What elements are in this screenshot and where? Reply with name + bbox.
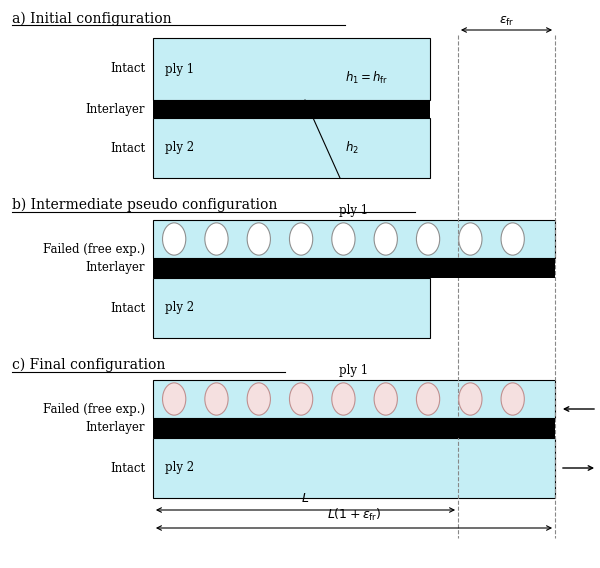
Text: Interlayer: Interlayer xyxy=(86,261,145,274)
Text: $L(1 + \varepsilon_{\rm fr})$: $L(1 + \varepsilon_{\rm fr})$ xyxy=(326,507,382,523)
Text: $h_1 = h_{\rm fr}$: $h_1 = h_{\rm fr}$ xyxy=(345,70,388,86)
Text: Interlayer: Interlayer xyxy=(86,102,145,115)
Text: Failed (free exp.): Failed (free exp.) xyxy=(43,243,145,256)
Ellipse shape xyxy=(247,223,271,255)
Bar xyxy=(153,118,430,178)
Text: Intact: Intact xyxy=(110,62,145,76)
Ellipse shape xyxy=(459,223,482,255)
Ellipse shape xyxy=(163,383,186,415)
Ellipse shape xyxy=(332,223,355,255)
Bar xyxy=(153,438,555,498)
Text: $L$: $L$ xyxy=(301,492,310,505)
Ellipse shape xyxy=(459,383,482,415)
Text: ply 1: ply 1 xyxy=(340,364,368,377)
Text: ply 1: ply 1 xyxy=(165,62,194,76)
Ellipse shape xyxy=(247,383,271,415)
Bar xyxy=(153,278,430,338)
Bar xyxy=(153,38,430,100)
Ellipse shape xyxy=(416,223,440,255)
Ellipse shape xyxy=(289,383,313,415)
Bar xyxy=(153,418,555,438)
Ellipse shape xyxy=(332,383,355,415)
Bar xyxy=(153,100,430,118)
Ellipse shape xyxy=(289,223,313,255)
Bar xyxy=(153,220,555,258)
Text: Failed (free exp.): Failed (free exp.) xyxy=(43,403,145,416)
Ellipse shape xyxy=(374,223,397,255)
Text: $h_2$: $h_2$ xyxy=(345,140,359,156)
Ellipse shape xyxy=(205,223,228,255)
Text: Interlayer: Interlayer xyxy=(86,421,145,435)
Ellipse shape xyxy=(501,383,524,415)
Text: Intact: Intact xyxy=(110,141,145,154)
Text: Intact: Intact xyxy=(110,461,145,474)
Text: b) Intermediate pseudo configuration: b) Intermediate pseudo configuration xyxy=(12,198,277,212)
Ellipse shape xyxy=(205,383,228,415)
Ellipse shape xyxy=(374,383,397,415)
Text: Intact: Intact xyxy=(110,302,145,315)
Text: a) Initial configuration: a) Initial configuration xyxy=(12,12,172,26)
Text: ply 1: ply 1 xyxy=(340,204,368,217)
Text: ply 2: ply 2 xyxy=(165,461,194,474)
Ellipse shape xyxy=(416,383,440,415)
Text: c) Final configuration: c) Final configuration xyxy=(12,358,166,373)
Ellipse shape xyxy=(501,223,524,255)
Text: ply 2: ply 2 xyxy=(165,141,194,154)
Text: $\varepsilon_{\rm fr}$: $\varepsilon_{\rm fr}$ xyxy=(499,15,514,28)
Ellipse shape xyxy=(163,223,186,255)
Bar xyxy=(153,380,555,418)
Text: ply 2: ply 2 xyxy=(165,302,194,315)
Bar xyxy=(153,258,555,278)
